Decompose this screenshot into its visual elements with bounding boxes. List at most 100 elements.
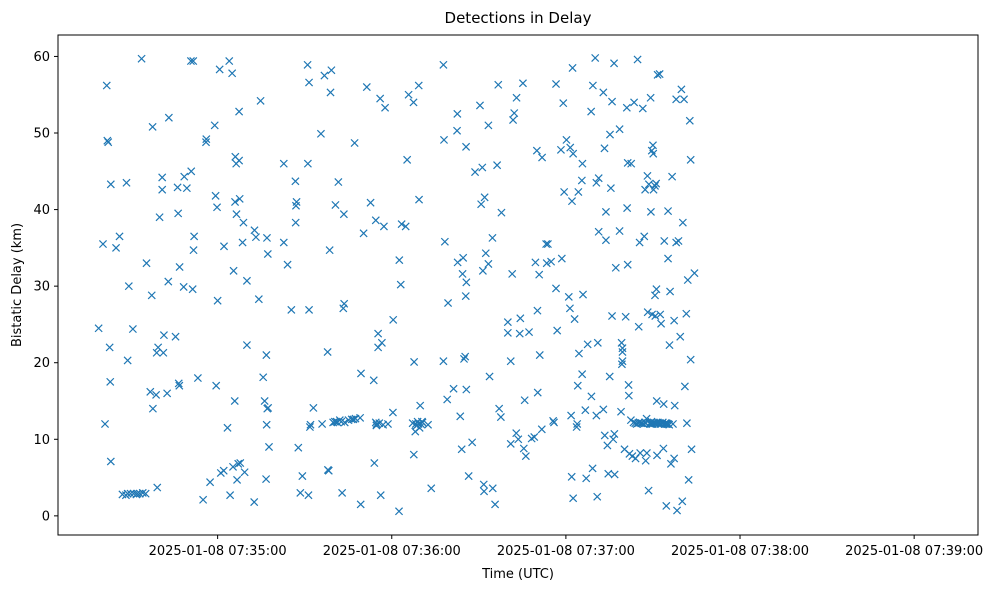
data-point-marker [651, 311, 660, 321]
data-point-marker [458, 269, 467, 278]
data-point-marker [123, 489, 132, 498]
data-point-marker [461, 292, 470, 301]
data-point-marker [362, 83, 371, 92]
data-point-marker [468, 438, 477, 447]
data-point-marker [122, 178, 131, 187]
data-point-marker [678, 218, 687, 227]
data-point-marker [677, 85, 686, 94]
data-point-marker [610, 429, 619, 438]
data-point-marker [652, 285, 661, 294]
data-point-marker [462, 278, 471, 287]
data-point-marker [569, 149, 578, 158]
data-point-marker [676, 332, 685, 341]
data-point-marker [577, 176, 586, 185]
data-point-marker [650, 291, 660, 300]
data-point-marker [621, 312, 630, 321]
data-point-marker [403, 155, 412, 164]
data-point-marker [401, 222, 410, 231]
data-point-marker [294, 443, 303, 452]
data-point-marker [449, 384, 458, 393]
data-point-marker [124, 282, 133, 291]
data-point-marker [439, 135, 449, 144]
data-point-marker [684, 475, 693, 484]
x-tick-label: 2025-01-08 07:39:00 [845, 544, 983, 559]
data-point-marker [643, 308, 652, 317]
data-point-marker [525, 328, 534, 337]
data-point-marker [376, 94, 385, 103]
data-point-marker [152, 348, 161, 357]
data-point-marker [559, 99, 568, 108]
data-point-marker [323, 347, 332, 357]
data-point-marker [640, 232, 649, 241]
data-point-marker [686, 355, 695, 364]
data-point-marker [480, 193, 489, 202]
data-point-marker [668, 419, 678, 428]
data-point-marker [379, 222, 388, 231]
data-point-marker [115, 232, 124, 241]
data-point-marker [254, 295, 263, 304]
data-point-marker [618, 347, 627, 357]
data-point-marker [424, 420, 433, 429]
data-point-marker [376, 491, 385, 500]
data-point-marker [377, 338, 386, 347]
data-point-marker [106, 377, 115, 386]
data-point-marker [137, 54, 146, 63]
data-point-marker [638, 104, 647, 113]
data-point-marker [480, 487, 489, 496]
data-point-marker [325, 246, 334, 255]
data-point-marker [567, 411, 576, 420]
data-point-marker [574, 187, 583, 196]
data-point-marker [104, 138, 113, 147]
data-point-marker [683, 275, 692, 285]
data-point-marker [610, 59, 619, 68]
data-point-marker [233, 475, 242, 484]
data-point-marker [188, 285, 197, 294]
data-point-marker [592, 411, 601, 420]
data-point-marker [225, 57, 234, 66]
data-point-marker [560, 187, 569, 196]
data-point-marker [533, 306, 542, 315]
data-point-marker [617, 407, 626, 416]
x-tick-label: 2025-01-08 07:38:00 [671, 544, 809, 559]
data-point-marker [175, 262, 184, 272]
data-point-marker [338, 488, 347, 497]
data-point-marker [666, 459, 675, 468]
y-tick-label: 20 [33, 356, 50, 371]
data-point-marker [535, 270, 544, 279]
y-tick-label: 60 [33, 50, 50, 65]
data-point-marker [334, 177, 343, 187]
data-point-marker [306, 420, 315, 429]
data-point-marker [670, 454, 679, 463]
data-point-marker [608, 97, 617, 106]
data-point-marker [409, 450, 418, 459]
x-tick-label: 2025-01-08 07:36:00 [323, 544, 461, 559]
data-point-marker [395, 256, 404, 265]
data-point-marker [359, 229, 368, 238]
data-point-marker [477, 200, 486, 209]
data-point-marker [514, 435, 523, 444]
data-point-marker [291, 177, 300, 186]
data-point-marker [659, 400, 668, 409]
data-point-marker [453, 126, 462, 135]
data-point-marker [506, 439, 515, 448]
data-point-marker [102, 81, 111, 90]
data-point-marker [371, 216, 380, 225]
data-point-marker [389, 315, 398, 324]
data-point-marker [462, 385, 471, 394]
data-point-marker [232, 210, 241, 219]
data-point-marker [630, 98, 639, 107]
data-point-marker [415, 195, 424, 204]
data-point-marker [512, 93, 521, 102]
data-point-marker [459, 354, 469, 363]
data-point-marker [159, 348, 168, 357]
data-point-marker [262, 420, 271, 429]
data-point-marker [652, 451, 662, 460]
data-point-marker [320, 71, 329, 80]
data-point-marker [650, 181, 660, 190]
data-point-marker [202, 135, 211, 144]
data-point-marker [262, 475, 271, 484]
markers-layer [94, 53, 699, 516]
data-point-marker [260, 396, 269, 406]
data-point-marker [682, 419, 691, 428]
data-point-marker [578, 290, 588, 299]
